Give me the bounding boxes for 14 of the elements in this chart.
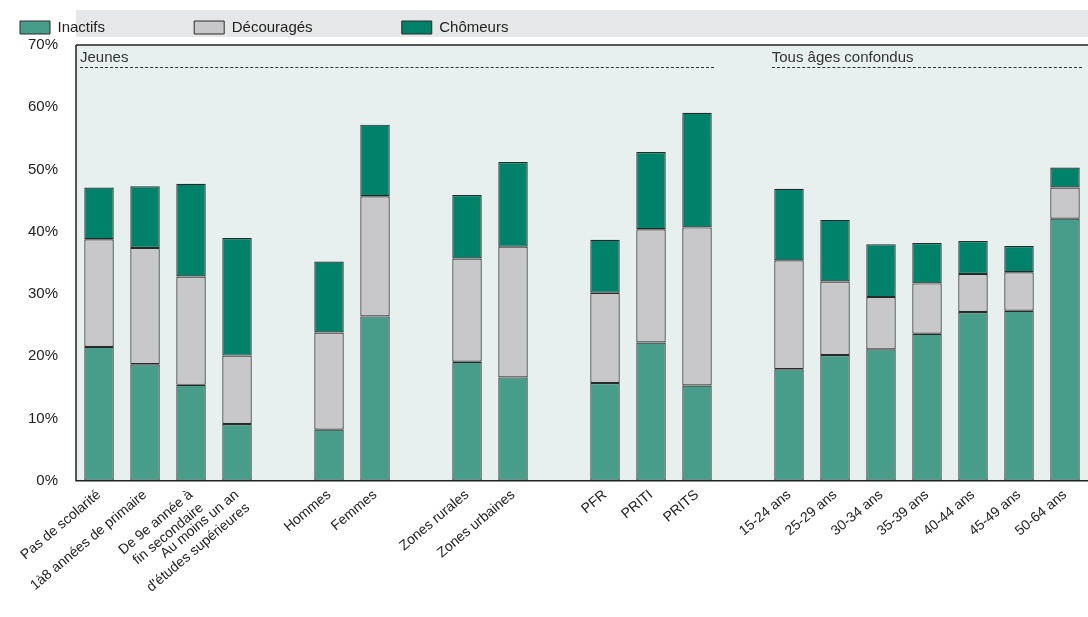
annotation: Jeunes xyxy=(80,48,129,65)
annotation: Tous âges confondus xyxy=(771,48,914,65)
legend-label: Découragés xyxy=(231,17,392,35)
x-tick-label: PFR xyxy=(577,486,610,517)
y-tick-label: 40% xyxy=(27,221,59,239)
legend-label: Chômeurs xyxy=(439,17,588,35)
y-tick-label: 50% xyxy=(27,159,59,177)
y-tick-label: 10% xyxy=(27,408,59,426)
y-tick-label: 0% xyxy=(36,470,59,488)
legend-label: Inactifs xyxy=(57,17,185,35)
y-tick-label: 60% xyxy=(27,97,59,115)
y-tick-label: 70% xyxy=(27,35,59,53)
y-tick-label: 20% xyxy=(27,346,59,364)
y-tick-label: 30% xyxy=(27,284,59,302)
